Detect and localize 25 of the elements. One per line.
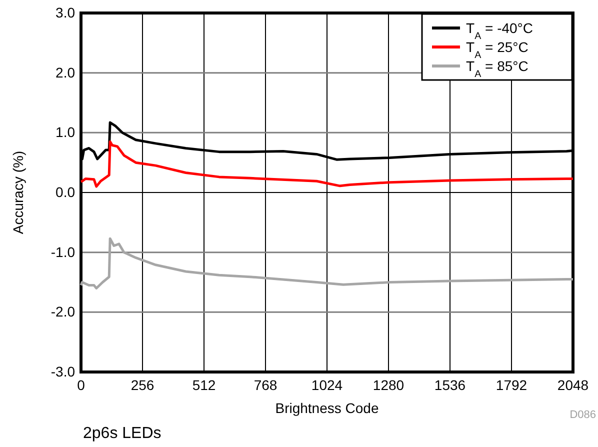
x-tick-label: 1792: [496, 376, 528, 393]
y-tick-label: -2.0: [50, 304, 76, 320]
x-tick-label: 0: [77, 376, 86, 393]
legend-label: T$_{A}$ = 25°C: [466, 39, 528, 60]
line-series: [80, 140, 574, 188]
x-tick-label: 1024: [311, 376, 343, 393]
x-tick-label: 512: [192, 376, 216, 393]
x-axis-title: Brightness Code: [275, 400, 379, 416]
legend-label: T$_{A}$ = 85°C: [466, 58, 528, 80]
x-tick-label: 1536: [434, 376, 466, 393]
x-tick-label: 1280: [372, 376, 404, 393]
y-tick-label: -1.0: [50, 244, 76, 260]
y-axis-title: Accuracy (%): [10, 150, 26, 234]
x-tick-label: 256: [130, 376, 154, 393]
y-tick-label: 1.0: [56, 124, 76, 140]
y-tick-label: 2.0: [56, 64, 76, 80]
x-tick-label: 2048: [557, 376, 589, 393]
text: D086: [570, 409, 596, 421]
line-series: [80, 237, 574, 290]
x-tick-label: 768: [254, 376, 278, 393]
legend-label: T$_{A}$ = -40°C: [466, 20, 534, 42]
y-tick-label: 0.0: [56, 184, 76, 200]
y-tick-label: 3.0: [56, 4, 76, 20]
text: 2p6s LEDs: [83, 425, 162, 442]
y-tick-label: -3.0: [50, 363, 76, 380]
